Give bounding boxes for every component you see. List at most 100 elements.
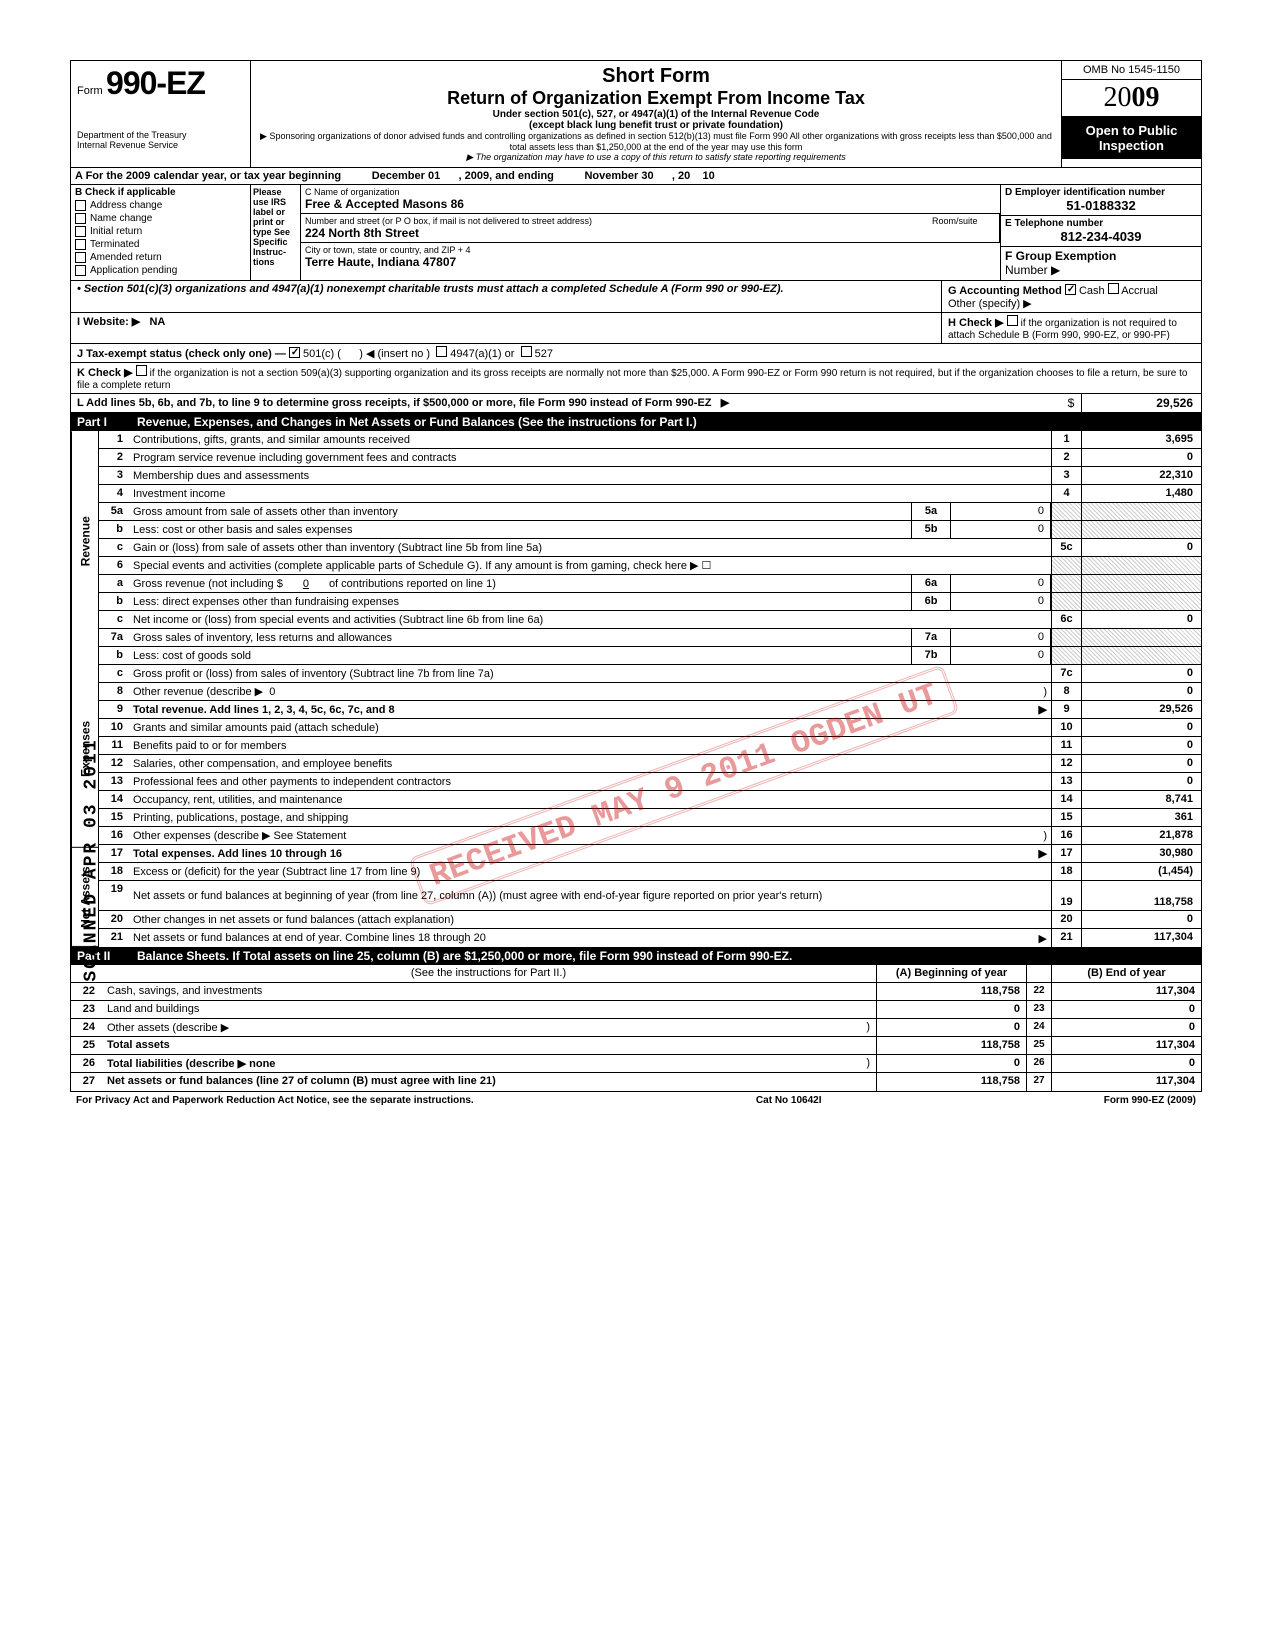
website-value: NA [149,316,165,328]
line12-amt: 0 [1081,755,1201,772]
open-line2: Inspection [1064,138,1199,153]
line18-desc: Excess or (deficit) for the year (Subtra… [133,866,420,878]
line1-amt: 3,695 [1081,431,1201,448]
line15-amt: 361 [1081,809,1201,826]
form-word: Form [77,85,103,97]
line7c-desc: Gross profit or (loss) from sales of inv… [133,668,494,680]
accounting-label: G Accounting Method [948,285,1062,297]
org-name: Free & Accepted Masons 86 [305,197,996,211]
l-dollar: $ [1061,394,1081,412]
year-bold: 09 [1132,82,1160,113]
group-exemption-sub: Number ▶ [1005,263,1197,277]
bs24-desc: Other assets (describe ▶ [107,1022,229,1034]
line5b-desc: Less: cost or other basis and sales expe… [133,524,353,536]
line14-amt: 8,741 [1081,791,1201,808]
bs27-desc: Net assets or fund balances (line 27 of … [101,1073,876,1091]
check-k[interactable] [136,365,147,376]
l-arrow: ▶ [721,397,729,409]
check-initial-return[interactable]: Initial return [75,226,246,237]
line12-desc: Salaries, other compensation, and employ… [133,758,392,770]
bs27-b: 117,304 [1051,1073,1201,1091]
line10-amt: 0 [1081,719,1201,736]
line6b-sub: 0 [951,593,1051,610]
line3-amt: 22,310 [1081,467,1201,484]
line9-amt: 29,526 [1081,701,1201,718]
line10-desc: Grants and similar amounts paid (attach … [133,722,379,734]
omb-number: OMB No 1545-1150 [1062,61,1201,80]
sub3: ▶ Sponsoring organizations of donor advi… [259,131,1053,152]
side-netassets: Net Assets [71,848,99,947]
rowa-tail: , 20 [672,170,690,182]
org-street: 224 North 8th Street [305,226,926,240]
part2-header: Part II Balance Sheets. If Total assets … [71,947,1201,965]
check-4947[interactable] [436,346,447,357]
line5c-desc: Gain or (loss) from sale of assets other… [133,542,542,554]
bs-cola-header: (A) Beginning of year [876,965,1026,982]
j-label: J Tax-exempt status (check only one) — [77,348,286,360]
section-bcdef: B Check if applicable Address change Nam… [71,185,1201,281]
box-b-title: B Check if applicable [75,187,246,198]
check-cash[interactable] [1065,284,1076,295]
l-amount: 29,526 [1081,394,1201,412]
line3-desc: Membership dues and assessments [133,470,309,482]
bs26-b: 0 [1051,1055,1201,1072]
check-name-change[interactable]: Name change [75,213,246,224]
line8-desc: Other revenue (describe ▶ [133,685,263,698]
bs25-b: 117,304 [1051,1037,1201,1054]
bs26-a: 0 [876,1055,1026,1072]
bs22-b: 117,304 [1051,983,1201,1000]
bs24-a: 0 [876,1019,1026,1036]
line2-desc: Program service revenue including govern… [133,452,456,464]
line17-desc: Total expenses. Add lines 10 through 16 [133,848,342,860]
line2-amt: 0 [1081,449,1201,466]
check-accrual[interactable] [1108,283,1119,294]
check-address-change[interactable]: Address change [75,200,246,211]
check-501c[interactable] [289,347,300,358]
line6-desc: Special events and activities (complete … [133,559,711,572]
bs23-b: 0 [1051,1001,1201,1018]
line13-desc: Professional fees and other payments to … [133,776,451,788]
check-amended[interactable]: Amended return [75,252,246,263]
line8-amt: 0 [1081,683,1201,700]
line19-desc: Net assets or fund balances at beginning… [133,890,822,902]
form-header: Form 990-EZ Department of the Treasury I… [71,61,1201,168]
line19-amt: 118,758 [1081,881,1201,910]
line7b-desc: Less: cost of goods sold [133,650,251,662]
bs-colb-header: (B) End of year [1051,965,1201,982]
accounting-other: Other (specify) ▶ [948,297,1195,310]
street-label: Number and street (or P O box, if mail i… [305,216,926,226]
line5a-sub: 0 [951,503,1051,520]
line8-extra: 0 [269,686,275,698]
return-title: Return of Organization Exempt From Incom… [259,88,1053,109]
line6a-post: of contributions reported on line 1) [329,578,496,590]
part2-desc: Balance Sheets. If Total assets on line … [137,949,1195,963]
dept-treasury: Department of the Treasury [77,130,244,140]
line5c-amt: 0 [1081,539,1201,556]
line11-amt: 0 [1081,737,1201,754]
line5b-sub: 0 [951,521,1051,538]
line20-amt: 0 [1081,911,1201,928]
part1-label: Part I [77,415,137,429]
tax-year: 2009 [1062,80,1201,117]
h-label: H Check ▶ [948,317,1004,329]
line7b-sub: 0 [951,647,1051,664]
k-label: K Check ▶ [77,367,133,379]
check-h[interactable] [1007,315,1018,326]
check-app-pending[interactable]: Application pending [75,265,246,276]
bs25-a: 118,758 [876,1037,1026,1054]
line6a-mid: 0 [283,578,329,590]
l-text: L Add lines 5b, 6b, and 7b, to line 9 to… [77,397,712,409]
check-terminated[interactable]: Terminated [75,239,246,250]
bs-instr: (See the instructions for Part II.) [101,965,876,982]
group-exemption-label: F Group Exemption [1005,249,1197,263]
open-line1: Open to Public [1064,123,1199,138]
line4-desc: Investment income [133,488,225,500]
line9-desc: Total revenue. Add lines 1, 2, 3, 4, 5c,… [133,704,395,716]
check-527[interactable] [521,346,532,357]
sub2: (except black lung benefit trust or priv… [259,120,1053,131]
ein-label: D Employer identification number [1005,187,1197,198]
row-a: A For the 2009 calendar year, or tax yea… [71,168,1201,185]
rowa-begin: December 01 [372,170,441,182]
rowa-end: November 30 [584,170,653,182]
j-527: 527 [535,348,553,360]
